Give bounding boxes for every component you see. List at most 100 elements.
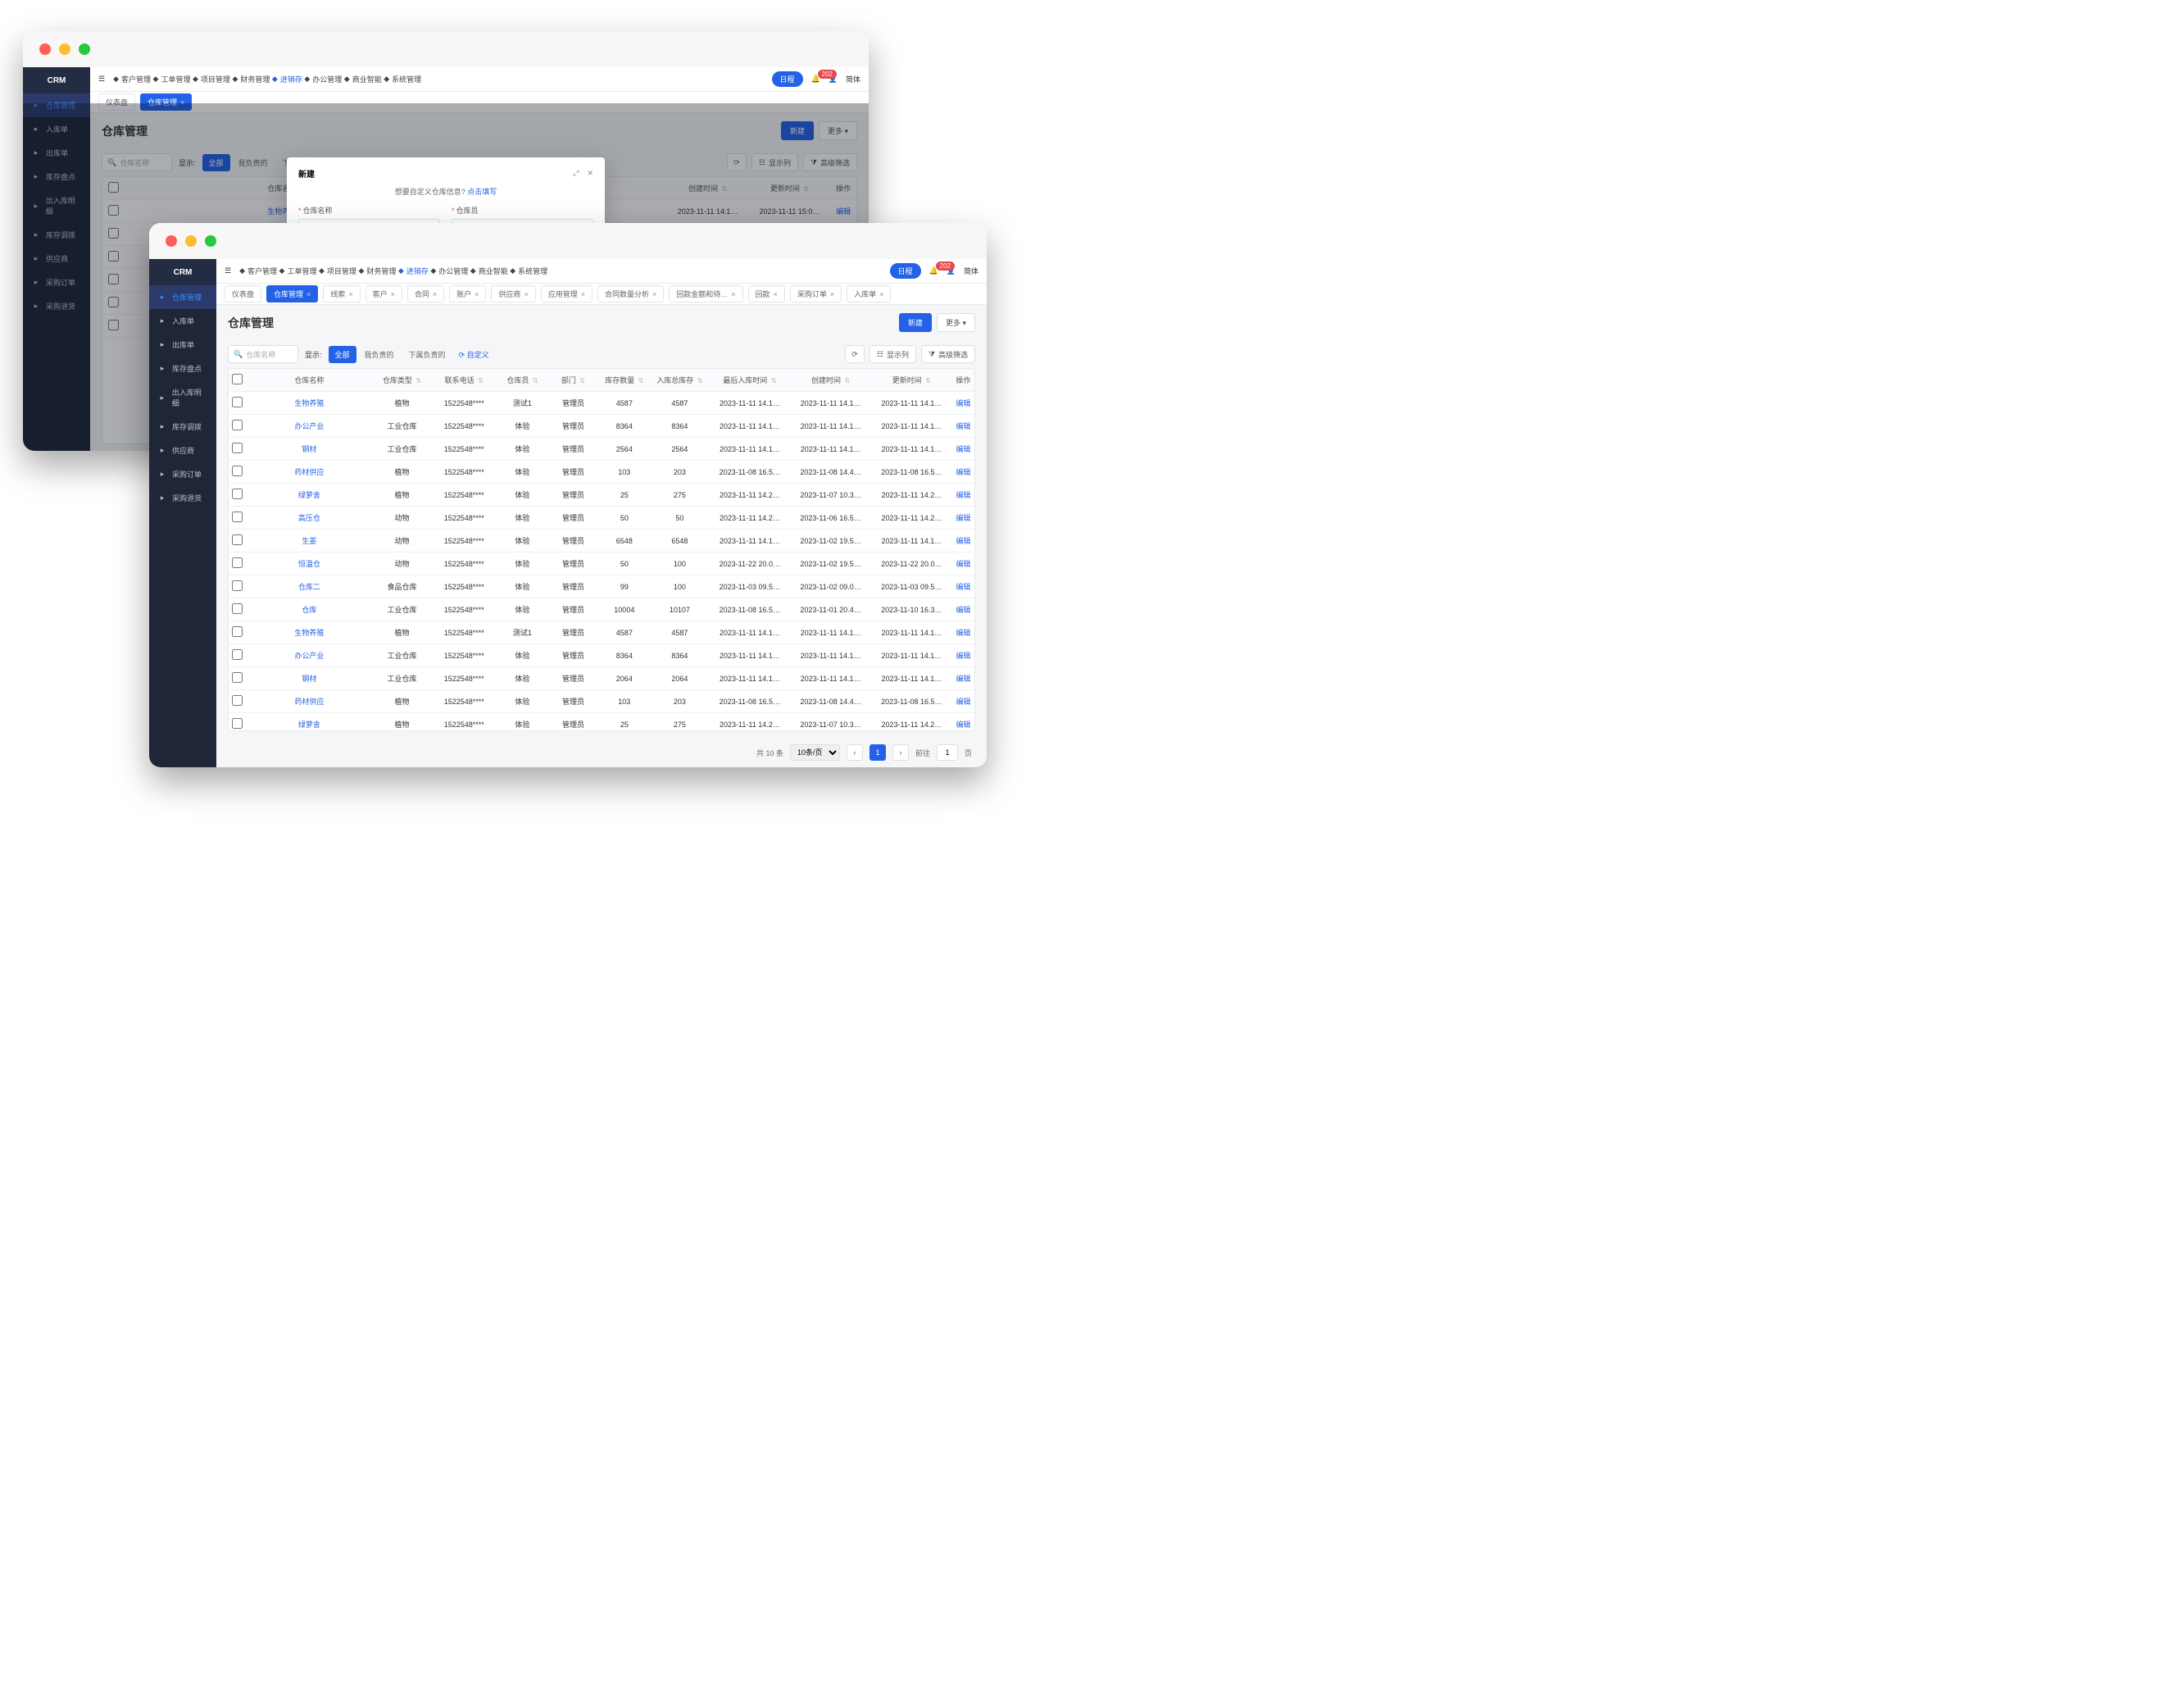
row-name-link[interactable]: 生物养殖 xyxy=(294,399,324,407)
lang-label[interactable]: 简体 xyxy=(846,74,860,84)
row-check[interactable] xyxy=(232,695,243,706)
edit-link[interactable]: 编辑 xyxy=(956,629,970,637)
seg-2[interactable]: 下属负责的 xyxy=(402,346,452,363)
tab[interactable]: 仪表盘 xyxy=(225,285,261,302)
nav-tickets[interactable]: ◆ 工单管理 xyxy=(153,74,191,84)
show-cols-button[interactable]: ☷ 显示列 xyxy=(870,345,916,363)
row-check[interactable] xyxy=(232,443,243,453)
row-name-link[interactable]: 钢材 xyxy=(302,445,316,453)
tab-close-icon[interactable]: × xyxy=(524,290,528,298)
tab[interactable]: 仓库管理× xyxy=(266,285,318,302)
tab[interactable]: 供应商× xyxy=(491,285,535,302)
page-size-select[interactable]: 10条/页 xyxy=(790,744,840,761)
nav-office[interactable]: ◆ 办公管理 xyxy=(304,74,342,84)
row-name-link[interactable]: 药材供应 xyxy=(294,468,324,476)
tab-close-icon[interactable]: × xyxy=(348,290,352,298)
row-name-link[interactable]: 仓库二 xyxy=(298,583,320,591)
edit-link[interactable]: 编辑 xyxy=(956,445,970,453)
row-name-link[interactable]: 钢材 xyxy=(302,675,316,683)
row-check[interactable] xyxy=(232,466,243,476)
tab[interactable]: 应用管理× xyxy=(541,285,593,302)
page-next[interactable]: › xyxy=(892,744,909,761)
custom-fields-link[interactable]: 点击填写 xyxy=(467,188,497,196)
menu-toggle-icon[interactable]: ☰ xyxy=(98,75,105,84)
upgrade-pill[interactable]: 日程 xyxy=(890,263,921,279)
row-check[interactable] xyxy=(232,557,243,568)
seg-1[interactable]: 我负责的 xyxy=(358,346,401,363)
sidebar-item-supplier[interactable]: ▸供应商 xyxy=(149,439,216,462)
tab[interactable]: 回款× xyxy=(748,285,785,302)
row-check[interactable] xyxy=(232,603,243,614)
tab[interactable]: 采购订单× xyxy=(790,285,842,302)
tab[interactable]: 账户× xyxy=(449,285,486,302)
goto-input[interactable] xyxy=(937,744,958,761)
page-prev[interactable]: ‹ xyxy=(847,744,863,761)
traffic-min-icon[interactable] xyxy=(185,235,197,247)
row-name-link[interactable]: 绿萝舍 xyxy=(298,721,320,729)
edit-link[interactable]: 编辑 xyxy=(956,721,970,729)
row-check[interactable] xyxy=(232,397,243,407)
tab-close-icon[interactable]: × xyxy=(306,290,311,298)
tab[interactable]: 客户× xyxy=(366,285,402,302)
row-check[interactable] xyxy=(232,534,243,545)
menu-toggle-icon[interactable]: ☰ xyxy=(225,266,231,275)
seg-0[interactable]: 全部 xyxy=(329,346,356,363)
edit-link[interactable]: 编辑 xyxy=(956,675,970,683)
adv-filter-button[interactable]: ⧩ 高级筛选 xyxy=(921,345,975,363)
sidebar-item-warehouse[interactable]: ▸仓库管理 xyxy=(149,285,216,309)
edit-link[interactable]: 编辑 xyxy=(956,606,970,614)
nav-bi[interactable]: ◆ 商业智能 xyxy=(470,266,508,276)
row-name-link[interactable]: 药材供应 xyxy=(294,698,324,706)
nav-system[interactable]: ◆ 系统管理 xyxy=(510,266,547,276)
sidebar-item-transfer[interactable]: ▸库存调拨 xyxy=(149,415,216,439)
sidebar-item-outbound[interactable]: ▸出库单 xyxy=(149,333,216,357)
tab-close-icon[interactable]: × xyxy=(652,290,656,298)
tab-close-icon[interactable]: × xyxy=(433,290,437,298)
nav-bi[interactable]: ◆ 商业智能 xyxy=(344,74,382,84)
lang-label[interactable]: 简体 xyxy=(964,266,978,276)
traffic-max-icon[interactable] xyxy=(205,235,216,247)
row-name-link[interactable]: 仓库 xyxy=(302,606,316,614)
nav-inventory[interactable]: ◆ 进销存 xyxy=(272,74,302,84)
nav-customers[interactable]: ◆ 客户管理 xyxy=(239,266,277,276)
row-name-link[interactable]: 办公产业 xyxy=(294,652,324,660)
nav-inventory[interactable]: ◆ 进销存 xyxy=(398,266,429,276)
row-check[interactable] xyxy=(232,420,243,430)
tab-close-icon[interactable]: × xyxy=(774,290,778,298)
traffic-close-icon[interactable] xyxy=(39,43,51,55)
expand-icon[interactable]: ⤢ xyxy=(573,169,579,178)
edit-link[interactable]: 编辑 xyxy=(956,583,970,591)
tab-close-icon[interactable]: × xyxy=(879,290,883,298)
row-check[interactable] xyxy=(232,649,243,660)
tab[interactable]: 回款金额和待…× xyxy=(669,285,742,302)
nav-customers[interactable]: ◆ 客户管理 xyxy=(113,74,151,84)
more-button[interactable]: 更多 ▾ xyxy=(937,313,975,332)
tab-close-icon[interactable]: × xyxy=(391,290,395,298)
tab-close-icon[interactable]: × xyxy=(830,290,834,298)
traffic-max-icon[interactable] xyxy=(79,43,90,55)
nav-office[interactable]: ◆ 办公管理 xyxy=(430,266,468,276)
select-all[interactable] xyxy=(232,374,243,384)
edit-link[interactable]: 编辑 xyxy=(956,652,970,660)
edit-link[interactable]: 编辑 xyxy=(956,560,970,568)
nav-finance[interactable]: ◆ 财务管理 xyxy=(232,74,270,84)
sidebar-item-purchase[interactable]: ▸采购订单 xyxy=(149,462,216,486)
row-name-link[interactable]: 生物养殖 xyxy=(294,629,324,637)
sidebar-item-ledger[interactable]: ▸出入库明细 xyxy=(149,380,216,415)
sidebar-item-inbound[interactable]: ▸入库单 xyxy=(149,309,216,333)
edit-link[interactable]: 编辑 xyxy=(956,514,970,522)
nav-tickets[interactable]: ◆ 工单管理 xyxy=(279,266,317,276)
custom-filter[interactable]: ⟳ 自定义 xyxy=(459,349,489,360)
sidebar-item-stocktake[interactable]: ▸库存盘点 xyxy=(149,357,216,380)
tab-close-icon[interactable]: × xyxy=(731,290,735,298)
nav-system[interactable]: ◆ 系统管理 xyxy=(384,74,421,84)
row-name-link[interactable]: 绿萝舍 xyxy=(298,491,320,499)
row-check[interactable] xyxy=(232,672,243,683)
nav-finance[interactable]: ◆ 财务管理 xyxy=(358,266,396,276)
tab-close-icon[interactable]: × xyxy=(474,290,479,298)
nav-projects[interactable]: ◆ 项目管理 xyxy=(193,74,230,84)
edit-link[interactable]: 编辑 xyxy=(956,399,970,407)
tab-close-icon[interactable]: × xyxy=(581,290,585,298)
row-check[interactable] xyxy=(232,718,243,729)
row-name-link[interactable]: 生姜 xyxy=(302,537,316,545)
